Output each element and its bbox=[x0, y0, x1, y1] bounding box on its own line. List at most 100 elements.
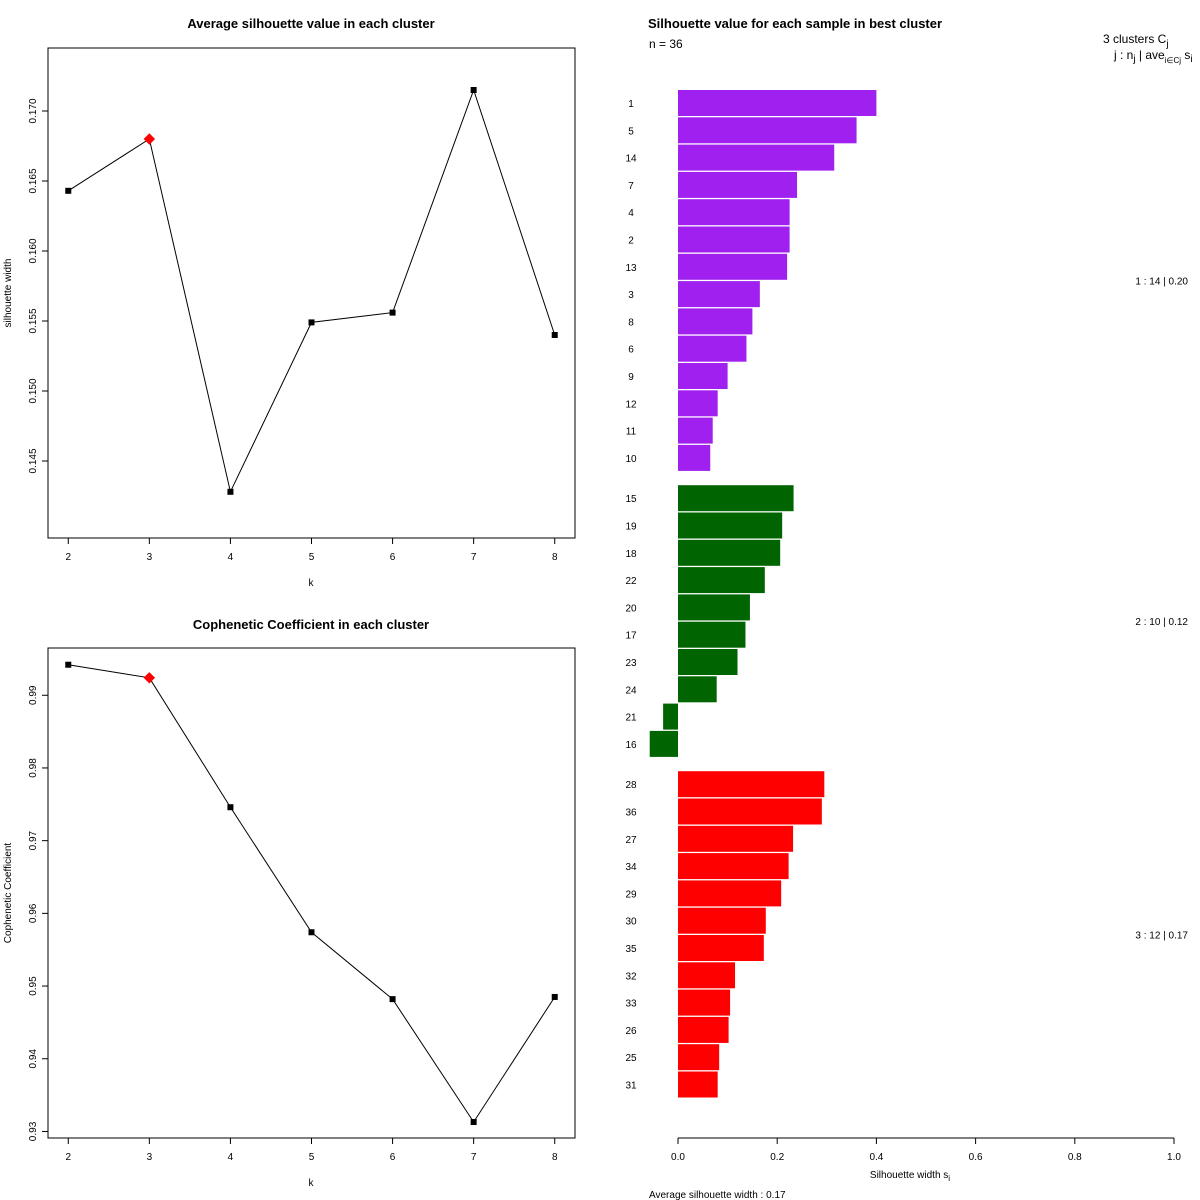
silhouette-point bbox=[551, 332, 558, 338]
cophenetic-axes: 2 3 4 5 6 7 8 0.93 0.94 0.95 0.96 0.97 0.98 0.99 bbox=[28, 685, 558, 1163]
cophenetic-x-tick-label: 8 bbox=[552, 1152, 558, 1163]
sample-label: 13 bbox=[625, 263, 637, 274]
silhouette-bar bbox=[678, 335, 747, 362]
sample-label: 17 bbox=[625, 631, 637, 642]
silhouette-bar bbox=[678, 539, 781, 566]
legend-header-text: 3 clusters C bbox=[1103, 32, 1167, 46]
cophenetic-series bbox=[65, 661, 558, 1126]
silhouette-point bbox=[227, 488, 234, 495]
sample-label: 23 bbox=[625, 658, 637, 669]
legend-header-subscript: j bbox=[1165, 39, 1168, 50]
svg-text:3 clusters Cj: 3 clusters Cj bbox=[1103, 32, 1169, 50]
cophenetic-y-tick-label: 0.99 bbox=[28, 685, 39, 705]
cophenetic-x-tick-label: 5 bbox=[309, 1152, 315, 1163]
silhouette-best-k-marker bbox=[143, 133, 156, 145]
legend-sub-n-subscript: j bbox=[1132, 54, 1135, 65]
silhouette-bar bbox=[678, 417, 713, 444]
sample-label: 36 bbox=[625, 808, 637, 819]
sample-label: 9 bbox=[628, 372, 634, 383]
silhouette-bar bbox=[678, 199, 790, 226]
sample-label: 8 bbox=[628, 317, 634, 328]
sample-label: 4 bbox=[628, 208, 634, 219]
silhouette-x-tick-label: 6 bbox=[390, 552, 396, 563]
silhouette-bar bbox=[678, 171, 798, 198]
sample-label: 26 bbox=[625, 1026, 637, 1037]
sample-label: 20 bbox=[625, 603, 637, 614]
cluster-3-group: 28 36 27 34 29 30 35 32 33 26 25 31 3 : 12 | 0.17 bbox=[625, 771, 1188, 1098]
cophenetic-y-tick-label: 0.94 bbox=[28, 1049, 39, 1069]
sample-label: 25 bbox=[625, 1053, 637, 1064]
cophenetic-x-tick-label: 2 bbox=[65, 1152, 71, 1163]
sample-label: 18 bbox=[625, 549, 637, 560]
silhouette-bar bbox=[678, 676, 717, 703]
legend-sub-text: j : n bbox=[1113, 48, 1133, 62]
sample-label: 32 bbox=[625, 971, 637, 982]
silhouette-y-axis-label: silhouette width bbox=[3, 259, 14, 328]
silhouette-series bbox=[65, 87, 558, 495]
silhouette-y-tick-label: 0.170 bbox=[28, 98, 39, 123]
cophenetic-point bbox=[389, 996, 396, 1003]
cluster-summary-label: 1 : 14 | 0.20 bbox=[1135, 276, 1188, 287]
cophenetic-point bbox=[551, 993, 558, 1000]
silhouette-y-tick-label: 0.155 bbox=[28, 308, 39, 333]
cluster-summary-label: 3 : 12 | 0.17 bbox=[1135, 930, 1188, 941]
sample-label: 2 bbox=[628, 236, 634, 247]
silhouette-bar-title: Silhouette value for each sample in best… bbox=[648, 16, 942, 31]
silhouette-bar bbox=[678, 253, 788, 280]
cophenetic-chart-title: Cophenetic Coefficient in each cluster bbox=[193, 617, 429, 632]
cluster-summary-label: 2 : 10 | 0.12 bbox=[1135, 617, 1188, 628]
silhouette-bar bbox=[678, 281, 760, 308]
cophenetic-point bbox=[227, 804, 234, 811]
cophenetic-y-tick-label: 0.97 bbox=[28, 830, 39, 850]
cophenetic-point bbox=[65, 661, 72, 668]
silhouette-width-axis-label: Silhouette width si bbox=[870, 1170, 950, 1183]
silhouette-width-axis-label-subscript: i bbox=[948, 1174, 950, 1183]
cophenetic-y-tick-label: 0.95 bbox=[28, 976, 39, 996]
sample-label: 10 bbox=[625, 454, 637, 465]
cophenetic-y-tick-label: 0.93 bbox=[28, 1121, 39, 1141]
legend-sub-s: s bbox=[1181, 48, 1190, 62]
silhouette-bar bbox=[678, 226, 790, 253]
silhouette-plot-frame bbox=[47, 47, 576, 539]
silhouette-point bbox=[308, 319, 315, 326]
cophenetic-y-tick-label: 0.98 bbox=[28, 758, 39, 778]
cluster-1-group: 1 5 14 7 4 2 13 3 8 6 9 12 11 10 1 : 14 | 0.20 bbox=[625, 90, 1188, 471]
cophenetic-x-tick-label: 4 bbox=[228, 1152, 234, 1163]
sample-label: 21 bbox=[625, 713, 637, 724]
silhouette-width-tick-label: 0.4 bbox=[869, 1152, 883, 1163]
silhouette-x-tick-label: 7 bbox=[471, 552, 477, 563]
silhouette-bar bbox=[663, 703, 678, 730]
silhouette-bar bbox=[678, 825, 794, 852]
cluster-2-group: 15 19 18 22 20 17 23 24 21 16 2 : 10 | 0.12 bbox=[625, 485, 1188, 757]
sample-label: 7 bbox=[628, 181, 634, 192]
silhouette-x-tick-label: 3 bbox=[147, 552, 153, 563]
sample-label: 22 bbox=[625, 576, 637, 587]
sample-label: 28 bbox=[625, 780, 637, 791]
silhouette-bar bbox=[678, 594, 750, 621]
silhouette-bar bbox=[678, 512, 783, 539]
silhouette-bar bbox=[678, 962, 736, 989]
silhouette-width-axis-label-text: Silhouette width s bbox=[870, 1170, 948, 1181]
sample-label: 15 bbox=[625, 494, 637, 505]
cophenetic-line-chart: Cophenetic Coefficient in each cluster 2… bbox=[3, 617, 576, 1189]
cophenetic-point bbox=[308, 929, 315, 936]
cophenetic-y-tick-label: 0.96 bbox=[28, 903, 39, 923]
silhouette-bar bbox=[678, 90, 877, 116]
silhouette-bar bbox=[678, 1016, 729, 1043]
silhouette-point bbox=[389, 309, 396, 316]
silhouette-point bbox=[470, 87, 477, 93]
silhouette-bar bbox=[678, 798, 822, 825]
sample-label: 16 bbox=[625, 740, 637, 751]
silhouette-bar bbox=[678, 363, 728, 389]
sample-label: 14 bbox=[625, 154, 637, 165]
silhouette-width-tick-label: 0.8 bbox=[1068, 1152, 1082, 1163]
sample-label: 29 bbox=[625, 889, 637, 900]
silhouette-bar bbox=[678, 649, 738, 675]
sample-label: 6 bbox=[628, 345, 634, 356]
silhouette-x-tick-label: 2 bbox=[65, 552, 71, 563]
sample-label: 24 bbox=[625, 685, 637, 696]
silhouette-bar bbox=[678, 1044, 720, 1071]
silhouette-bar-plot: Silhouette value for each sample in best… bbox=[625, 16, 1192, 1200]
silhouette-width-axis: 0.0 0.2 0.4 0.6 0.8 1.0 bbox=[671, 1137, 1181, 1163]
